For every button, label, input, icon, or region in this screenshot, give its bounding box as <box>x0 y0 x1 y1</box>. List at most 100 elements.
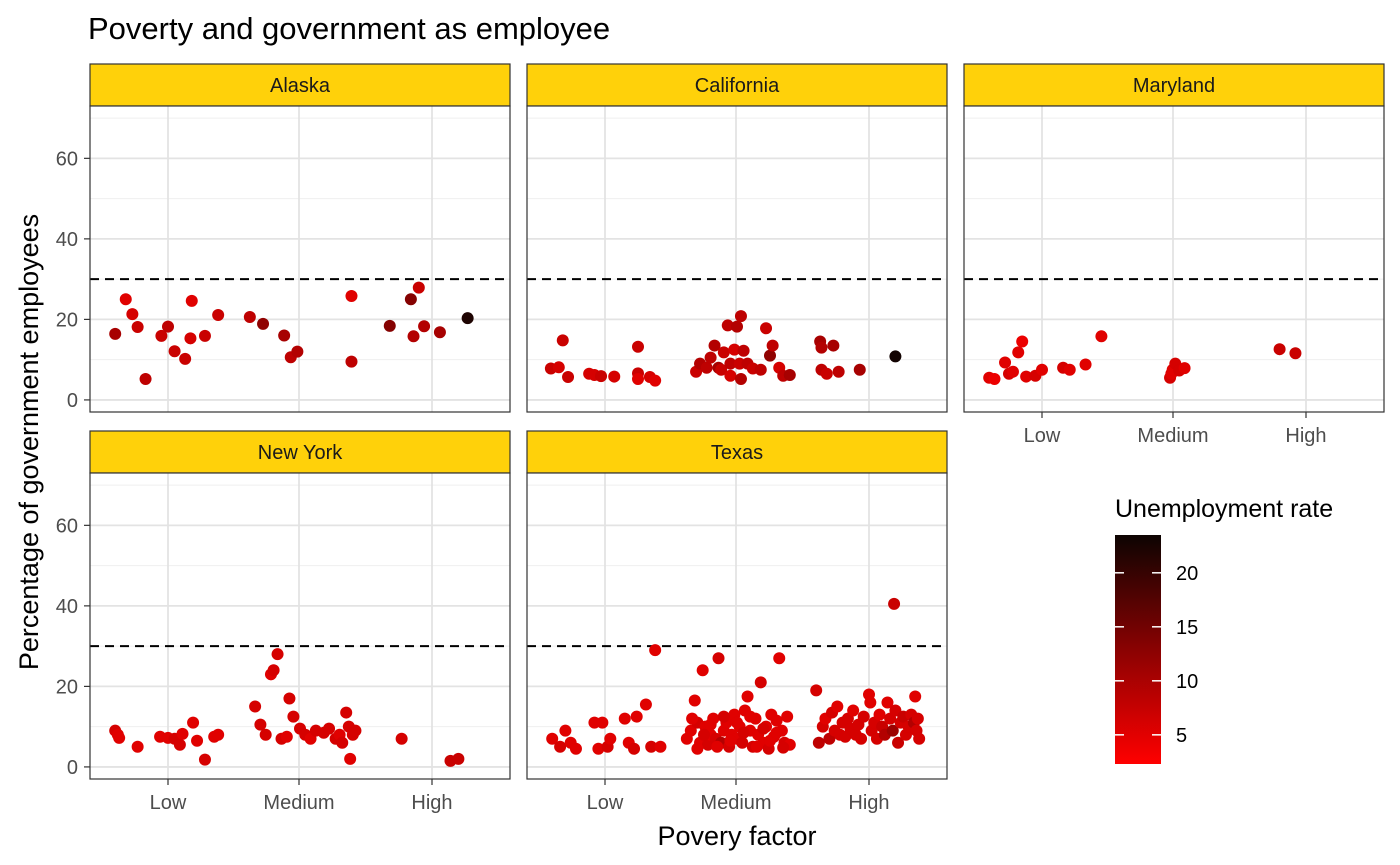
data-point <box>770 726 783 739</box>
data-point <box>185 294 198 307</box>
data-point <box>889 350 902 363</box>
data-point <box>847 704 860 717</box>
data-point <box>249 700 262 713</box>
data-point <box>827 339 840 352</box>
data-point <box>855 732 868 745</box>
data-point <box>724 734 737 747</box>
data-point <box>267 664 280 677</box>
data-point <box>452 752 465 765</box>
data-point <box>554 740 567 753</box>
data-point <box>131 321 144 334</box>
data-point <box>757 722 770 735</box>
data-point <box>139 372 152 385</box>
facet-strip <box>526 430 948 474</box>
data-point <box>407 330 420 343</box>
data-point <box>737 344 750 357</box>
data-point <box>909 690 922 703</box>
data-point <box>886 724 899 737</box>
data-point <box>717 346 730 359</box>
panel-border <box>963 105 1385 413</box>
x-tick-label: Low <box>587 792 624 814</box>
data-point <box>562 370 575 383</box>
data-point <box>126 308 139 321</box>
data-point <box>734 310 747 323</box>
data-point <box>119 293 132 306</box>
data-point <box>764 349 776 362</box>
data-point <box>184 332 197 345</box>
x-tick-label: Low <box>1024 425 1061 447</box>
data-point <box>724 369 737 382</box>
panel-alaska: Alaska 0 20 40 60 <box>56 63 511 413</box>
data-point <box>259 728 272 741</box>
data-point <box>988 372 1001 385</box>
data-point <box>179 352 192 365</box>
data-point <box>168 345 181 358</box>
data-point <box>721 319 734 332</box>
data-point <box>109 327 122 340</box>
data-point <box>639 698 652 711</box>
data-point <box>433 326 446 339</box>
data-point <box>383 319 396 332</box>
data-point <box>271 648 284 661</box>
data-point <box>781 710 794 723</box>
data-point <box>684 724 697 737</box>
data-point <box>569 742 582 755</box>
data-point <box>212 308 225 321</box>
data-point <box>412 281 425 294</box>
data-point <box>345 290 358 303</box>
data-point <box>131 740 144 753</box>
data-point <box>754 363 767 376</box>
data-point <box>812 736 825 749</box>
panel-border <box>89 105 511 413</box>
data-point <box>815 341 828 354</box>
data-point <box>345 355 358 368</box>
facet-strip <box>89 430 511 474</box>
x-tick-label: Medium <box>263 792 334 814</box>
data-point <box>552 361 565 374</box>
data-point <box>831 700 844 713</box>
data-point <box>698 728 710 741</box>
facet-strip-label: New York <box>258 442 343 464</box>
data-point <box>873 708 886 721</box>
x-tick-label: High <box>411 792 452 814</box>
data-point <box>340 706 353 719</box>
data-point <box>724 357 737 370</box>
data-point <box>1020 370 1033 383</box>
data-point <box>287 710 300 723</box>
data-point <box>864 696 877 709</box>
data-point <box>461 312 474 325</box>
x-axis-label: Povery factor <box>657 821 816 851</box>
data-point <box>1036 363 1048 376</box>
data-point <box>820 367 833 380</box>
data-point <box>913 732 926 745</box>
y-tick-label: 20 <box>56 676 78 698</box>
data-point <box>344 752 357 765</box>
data-point <box>649 644 662 657</box>
panel-california: California <box>526 63 948 413</box>
data-point <box>700 361 713 374</box>
facet-strip-label: Maryland <box>1133 75 1215 97</box>
data-point <box>736 736 749 749</box>
data-point <box>688 694 701 707</box>
data-point <box>832 365 845 378</box>
data-points <box>109 281 474 385</box>
facet-strip-label: California <box>695 75 780 97</box>
legend-colorbar <box>1115 535 1161 764</box>
data-point <box>283 692 296 705</box>
y-tick-label: 60 <box>56 148 78 170</box>
data-point <box>704 718 717 731</box>
legend-tick-label: 5 <box>1176 725 1187 747</box>
data-point <box>708 339 721 352</box>
data-point <box>1012 346 1025 359</box>
color-legend: Unemployment rate 5 10 15 20 <box>1115 495 1333 764</box>
data-point <box>892 736 905 749</box>
data-point <box>243 310 256 323</box>
chart-title: Poverty and government as employee <box>88 11 610 46</box>
data-point <box>686 712 699 725</box>
data-point <box>257 317 270 330</box>
data-point <box>546 732 559 745</box>
panel-new-york: New York 0 20 40 60 Low Medium High <box>56 430 511 814</box>
data-point <box>1079 358 1092 371</box>
data-point <box>715 363 728 376</box>
panel-border <box>526 472 948 780</box>
